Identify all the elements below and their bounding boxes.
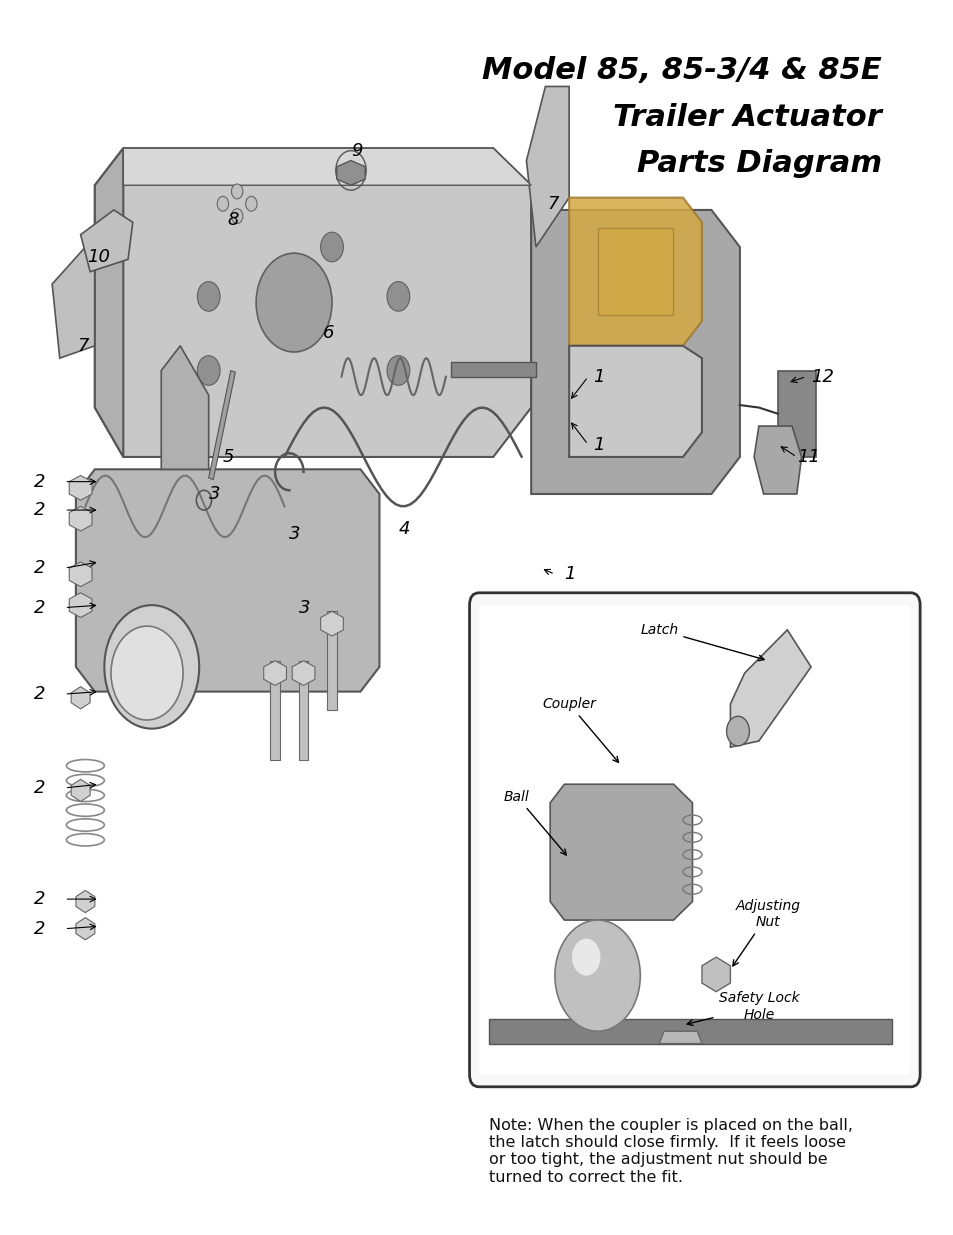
Polygon shape <box>488 1019 891 1044</box>
Polygon shape <box>123 148 531 185</box>
Text: 3: 3 <box>289 525 300 542</box>
Circle shape <box>555 920 639 1031</box>
Text: 3: 3 <box>298 599 310 616</box>
Text: 7: 7 <box>78 337 90 354</box>
Polygon shape <box>94 148 531 457</box>
Text: 10: 10 <box>87 248 111 266</box>
Polygon shape <box>701 957 730 992</box>
Text: 1: 1 <box>592 436 604 453</box>
Polygon shape <box>292 661 314 685</box>
Polygon shape <box>70 506 91 531</box>
Polygon shape <box>320 611 343 636</box>
Polygon shape <box>526 86 569 247</box>
Text: 2: 2 <box>34 559 46 577</box>
Text: Safety Lock
Hole: Safety Lock Hole <box>686 992 799 1025</box>
Bar <box>327 611 336 710</box>
Polygon shape <box>76 469 379 692</box>
Polygon shape <box>550 784 692 920</box>
Bar <box>777 370 815 457</box>
Text: 2: 2 <box>34 779 46 797</box>
Text: 2: 2 <box>34 920 46 937</box>
Polygon shape <box>569 198 701 346</box>
Polygon shape <box>52 247 109 358</box>
Polygon shape <box>70 593 91 618</box>
Text: 5: 5 <box>223 448 234 466</box>
Polygon shape <box>76 890 94 913</box>
Text: Model 85, 85-3/4 & 85E: Model 85, 85-3/4 & 85E <box>482 56 882 84</box>
Text: Latch: Latch <box>639 622 763 661</box>
Circle shape <box>232 184 243 199</box>
Text: 2: 2 <box>34 890 46 908</box>
Text: 8: 8 <box>228 211 239 228</box>
Bar <box>450 362 536 377</box>
Text: 7: 7 <box>547 195 558 212</box>
Circle shape <box>255 253 332 352</box>
Circle shape <box>320 232 343 262</box>
Circle shape <box>111 626 183 720</box>
Text: 4: 4 <box>398 520 410 537</box>
Polygon shape <box>730 630 810 747</box>
Circle shape <box>726 716 749 746</box>
Polygon shape <box>753 426 801 494</box>
Text: 11: 11 <box>796 448 819 466</box>
Polygon shape <box>659 1031 701 1044</box>
Bar <box>298 661 308 760</box>
Circle shape <box>197 356 220 385</box>
Polygon shape <box>336 161 365 185</box>
Text: Note: When the coupler is placed on the ball,
the latch should close firmly.  If: Note: When the coupler is placed on the … <box>488 1118 852 1184</box>
Text: Trailer Actuator: Trailer Actuator <box>613 103 882 131</box>
Circle shape <box>387 356 410 385</box>
Polygon shape <box>71 687 90 709</box>
Text: 1: 1 <box>592 368 604 385</box>
Text: 2: 2 <box>34 685 46 703</box>
Bar <box>209 370 235 479</box>
Circle shape <box>387 282 410 311</box>
Text: 9: 9 <box>351 142 362 159</box>
Circle shape <box>217 196 229 211</box>
FancyBboxPatch shape <box>478 605 910 1074</box>
Text: 6: 6 <box>322 325 334 342</box>
Polygon shape <box>76 918 94 940</box>
Polygon shape <box>597 228 673 315</box>
Polygon shape <box>94 148 123 457</box>
FancyBboxPatch shape <box>469 593 919 1087</box>
Circle shape <box>104 605 199 729</box>
Text: 2: 2 <box>34 501 46 519</box>
Circle shape <box>246 196 256 211</box>
Polygon shape <box>81 210 132 272</box>
Text: 1: 1 <box>564 566 576 583</box>
Polygon shape <box>70 562 91 587</box>
Text: 2: 2 <box>34 473 46 490</box>
Text: Parts Diagram: Parts Diagram <box>637 149 882 178</box>
Text: Adjusting
Nut: Adjusting Nut <box>732 899 800 966</box>
Text: 3: 3 <box>209 485 220 503</box>
Circle shape <box>572 939 599 976</box>
Polygon shape <box>531 210 740 494</box>
Polygon shape <box>161 346 209 469</box>
Text: 12: 12 <box>810 368 833 385</box>
Circle shape <box>232 209 243 224</box>
Text: Coupler: Coupler <box>541 697 618 762</box>
Text: 2: 2 <box>34 599 46 616</box>
Bar <box>270 661 279 760</box>
Polygon shape <box>569 346 701 457</box>
Circle shape <box>292 282 314 311</box>
Polygon shape <box>263 661 286 685</box>
Polygon shape <box>71 779 90 802</box>
Text: Ball: Ball <box>503 789 566 855</box>
Circle shape <box>197 282 220 311</box>
Polygon shape <box>70 475 91 500</box>
